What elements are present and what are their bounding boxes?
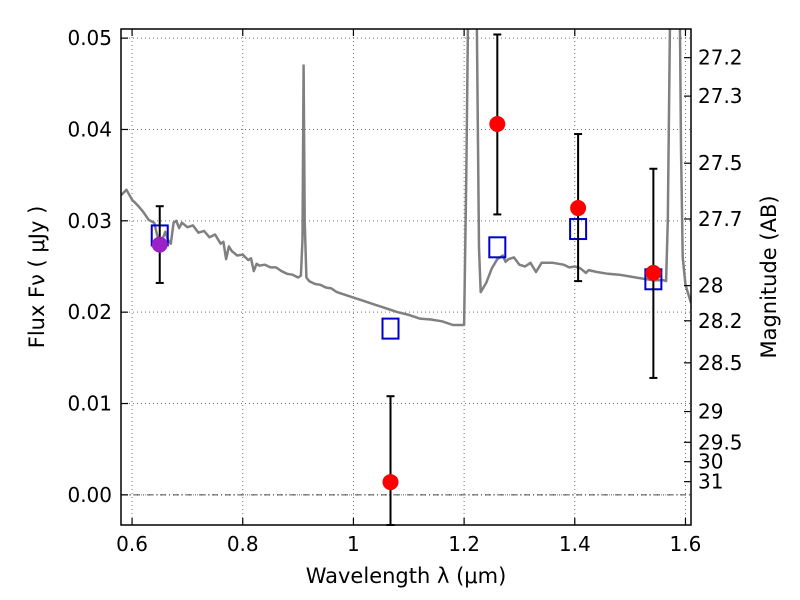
right-tick-label: 27.3	[698, 84, 743, 108]
right-tick-label: 27.7	[698, 207, 743, 231]
y-tick-label: 0.02	[67, 300, 112, 324]
right-tick-label: 27.2	[698, 46, 743, 70]
right-tick-label: 29.5	[698, 430, 743, 454]
y-tick-label: 0.01	[67, 392, 112, 416]
grid	[121, 29, 691, 525]
right-tick-label: 27.5	[698, 151, 743, 175]
x-tick-label: 1.6	[670, 532, 702, 556]
right-tick-label: 29	[698, 400, 723, 424]
right-axis-label: Magnitude (AB)	[757, 195, 781, 358]
plot-frame	[120, 28, 692, 526]
spectrum-line	[121, 29, 691, 327]
data-point	[151, 236, 168, 253]
x-axis-label: Wavelength λ (μm)	[306, 564, 507, 588]
data-point	[489, 115, 506, 132]
right-tick-label: 28	[698, 274, 723, 298]
axis-ticks	[121, 29, 691, 525]
right-tick-label: 31	[698, 470, 723, 494]
data-point	[570, 200, 587, 217]
x-tick-label: 0.6	[116, 532, 148, 556]
right-tick-label: 30	[698, 450, 723, 474]
right-tick-label: 28.2	[698, 309, 743, 333]
y-tick-label: 0.05	[67, 26, 112, 50]
y-axis-label: Flux Fν ( μJy )	[25, 206, 49, 349]
model-photometry	[150, 218, 663, 340]
model-square-marker	[381, 317, 400, 340]
right-tick-label: 28.5	[698, 351, 743, 375]
x-tick-label: 1	[347, 532, 360, 556]
y-tick-label: 0.00	[67, 483, 112, 507]
x-tick-labels: 0.6 0.8 1 1.2 1.4 1.6	[116, 532, 701, 556]
y-tick-label: 0.04	[67, 117, 112, 141]
error-bars	[155, 33, 658, 526]
observed-photometry	[151, 115, 662, 491]
y-tick-labels: 0.00 0.01 0.02 0.03 0.04 0.05	[67, 26, 112, 507]
model-square-marker	[488, 236, 507, 259]
x-tick-label: 0.8	[227, 532, 259, 556]
x-tick-label: 1.4	[559, 532, 591, 556]
sed-spectrum	[121, 29, 691, 327]
data-point	[645, 264, 662, 281]
x-tick-label: 1.2	[448, 532, 480, 556]
data-point	[382, 474, 399, 491]
y-tick-label: 0.03	[67, 209, 112, 233]
